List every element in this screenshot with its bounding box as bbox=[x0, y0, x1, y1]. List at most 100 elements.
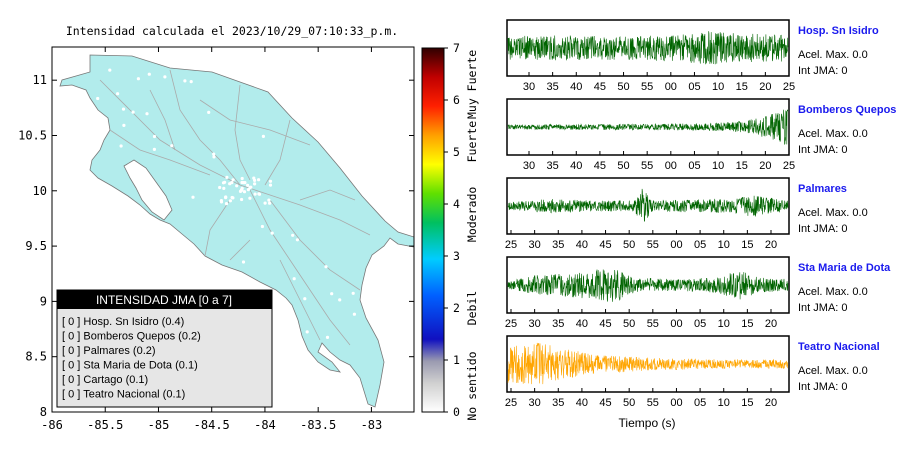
waveform-tick-label: 55 bbox=[647, 239, 659, 251]
station-int: Int JMA: 0 bbox=[798, 65, 848, 77]
station-dot bbox=[263, 201, 267, 205]
station-int: Int JMA: 0 bbox=[798, 302, 848, 314]
waveform-tick-label: 10 bbox=[718, 397, 730, 409]
waveform-tick-label: 55 bbox=[647, 397, 659, 409]
station-dot bbox=[240, 197, 244, 202]
waveform-tick-label: 10 bbox=[712, 160, 724, 172]
map-x-tick-label: -84 bbox=[254, 418, 276, 432]
station-dot bbox=[249, 185, 253, 189]
station-int: Int JMA: 0 bbox=[798, 144, 848, 156]
station-name: Teatro Nacional bbox=[798, 341, 880, 353]
waveform-trace bbox=[507, 342, 789, 385]
waveform-tick-label: 30 bbox=[529, 239, 541, 251]
station-dot bbox=[189, 80, 193, 84]
station-dot bbox=[219, 200, 224, 204]
station-dot bbox=[212, 152, 216, 156]
waveform-tick-label: 55 bbox=[647, 318, 659, 330]
station-dot bbox=[155, 191, 159, 195]
station-dot bbox=[224, 202, 229, 206]
gulf-of-nicoya bbox=[123, 159, 173, 221]
station-acel: Acel. Max. 0.0 bbox=[798, 207, 868, 219]
colorbar-tick-label: 5 bbox=[453, 145, 460, 159]
waveform-tick-label: 35 bbox=[547, 160, 559, 172]
legend-item: [ 0 ] Cartago (0.1) bbox=[62, 374, 148, 386]
waveform-trace bbox=[507, 31, 789, 65]
station-dot bbox=[183, 79, 187, 83]
station-dot bbox=[324, 265, 328, 269]
waveform-tick-label: 40 bbox=[570, 160, 582, 172]
station-dot bbox=[121, 107, 126, 111]
waveform-tick-label: 35 bbox=[552, 239, 564, 251]
waveform-tick-label: 50 bbox=[623, 318, 635, 330]
map-y-tick-label: 10.5 bbox=[18, 128, 47, 142]
station-dot bbox=[352, 312, 356, 316]
station-dot bbox=[218, 185, 222, 190]
waveform-xlabel: Tiempo (s) bbox=[619, 416, 676, 430]
station-dot bbox=[267, 198, 271, 202]
station-dot bbox=[291, 233, 295, 237]
colorbar-tick-label: 3 bbox=[453, 249, 460, 263]
station-dot bbox=[325, 335, 330, 339]
waveform-tick-label: 05 bbox=[694, 318, 706, 330]
waveform-trace bbox=[507, 269, 789, 302]
station-dot bbox=[268, 179, 273, 183]
map-y-axis: 11 10.5 10 9.5 9 8.5 8 bbox=[18, 73, 414, 419]
waveform-tick-label: 15 bbox=[736, 81, 748, 93]
station-acel: Acel. Max. 0.0 bbox=[798, 49, 868, 61]
colorbar-tick-label: 0 bbox=[453, 405, 460, 419]
station-dot bbox=[224, 195, 228, 199]
station-dot bbox=[145, 112, 149, 116]
legend-item: [ 0 ] Hosp. Sn Isidro (0.4) bbox=[62, 316, 184, 328]
station-dot bbox=[207, 110, 211, 114]
waveform-panel: 25 30 35 40 45 50 55 00 05 10 15 20 Sta Maria de Dot… bbox=[505, 256, 891, 330]
colorbar-level-label: Muy Fuerte bbox=[465, 50, 479, 119]
waveform-tick-label: 20 bbox=[765, 318, 777, 330]
station-dot bbox=[222, 186, 226, 190]
station-dot bbox=[212, 155, 216, 159]
waveform-tick-label: 35 bbox=[552, 318, 564, 330]
waveform-tick-label: 40 bbox=[570, 81, 582, 93]
waveform-tick-label: 25 bbox=[505, 318, 517, 330]
colorbar-tick-label: 4 bbox=[453, 197, 460, 211]
waveform-tick-label: 30 bbox=[523, 81, 535, 93]
map-x-tick-label: -83 bbox=[361, 418, 383, 432]
waveform-panel: 25 30 35 40 45 50 55 00 05 10 15 20 Teatro Nacional A… bbox=[505, 335, 880, 409]
colorbar-level-label: Fuerte bbox=[465, 121, 479, 163]
legend-item: [ 0 ] Bomberos Quepos (0.2) bbox=[62, 331, 201, 343]
station-dot bbox=[228, 199, 232, 203]
map-x-tick-label: -85 bbox=[148, 418, 170, 432]
station-acel: Acel. Max. 0.0 bbox=[798, 286, 868, 298]
waveform-trace bbox=[507, 188, 789, 222]
station-dot bbox=[240, 186, 244, 190]
waveform-trace bbox=[507, 109, 789, 145]
waveform-tick-label: 10 bbox=[712, 81, 724, 93]
colorbar-gradient bbox=[421, 47, 445, 413]
waveform-tick-label: 25 bbox=[783, 160, 795, 172]
waveform-tick-label: 00 bbox=[670, 318, 682, 330]
waveform-tick-label: 30 bbox=[529, 318, 541, 330]
station-dot bbox=[235, 184, 239, 188]
station-dot bbox=[116, 92, 120, 96]
waveform-tick-label: 55 bbox=[641, 160, 653, 172]
waveform-tick-label: 25 bbox=[783, 81, 795, 93]
map-x-tick-label: -85.5 bbox=[87, 418, 123, 432]
road-network bbox=[99, 69, 371, 346]
waveform-tick-label: 50 bbox=[617, 160, 629, 172]
colorbar-level-label: Moderado bbox=[465, 187, 479, 242]
station-dot bbox=[253, 182, 257, 186]
waveform-tick-label: 00 bbox=[670, 239, 682, 251]
waveform-tick-label: 15 bbox=[741, 239, 753, 251]
waveform-panel: 30 35 40 45 50 55 00 05 10 15 20 25 Hosp. Sn Isidro A… bbox=[506, 19, 879, 93]
waveform-tick-label: 55 bbox=[641, 81, 653, 93]
station-dot bbox=[241, 181, 245, 185]
station-dot bbox=[239, 279, 243, 283]
waveform-tick-label: 50 bbox=[623, 397, 635, 409]
costa-rica-land bbox=[59, 54, 415, 408]
station-dot bbox=[228, 182, 232, 186]
station-dot bbox=[191, 195, 195, 199]
waveform-tick-label: 15 bbox=[741, 318, 753, 330]
waveform-tick-label: 45 bbox=[599, 239, 611, 251]
colorbar-level-label: No sentido bbox=[465, 351, 479, 420]
map-y-tick-label: 9.5 bbox=[25, 239, 47, 253]
legend-item: [ 0 ] Palmares (0.2) bbox=[62, 345, 156, 357]
